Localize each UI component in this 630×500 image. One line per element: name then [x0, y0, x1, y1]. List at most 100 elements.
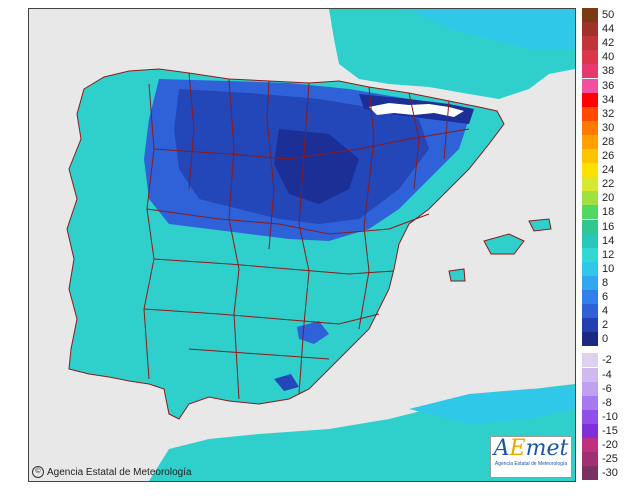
legend-swatch [582, 78, 598, 93]
coldest-area [274, 129, 359, 204]
legend-label: 14 [602, 234, 615, 247]
menorca-island [529, 219, 551, 231]
legend-swatch [582, 22, 598, 37]
aemet-logo: AEmet Agencia Estatal de Meteorología [490, 436, 572, 478]
legend-swatch [582, 64, 598, 79]
legend-label: 32 [602, 107, 615, 120]
sierra-nevada-cold [297, 321, 329, 344]
legend-swatch [582, 353, 598, 368]
legend-item-negative-5: -15 [582, 423, 628, 438]
legend-swatch [582, 318, 598, 333]
legend-item-positive-7: 32 [582, 106, 628, 121]
legend-label: 2 [602, 319, 609, 332]
legend-label: -2 [602, 354, 612, 367]
legend-swatch [582, 290, 598, 304]
legend-label: 28 [602, 135, 615, 148]
temperature-map[interactable] [28, 8, 576, 482]
legend-swatch [582, 219, 598, 234]
legend-item-positive-1: 44 [582, 22, 628, 37]
aemet-logo-subtitle: Agencia Estatal de Meteorología [494, 461, 568, 467]
legend-item-positive-13: 20 [582, 191, 628, 206]
legend-item-positive-9: 28 [582, 134, 628, 149]
legend-item-positive-4: 38 [582, 64, 628, 79]
legend-item-positive-8: 30 [582, 120, 628, 135]
legend-item-positive-10: 26 [582, 149, 628, 163]
legend-label: 0 [602, 333, 609, 346]
copyright-text: Agencia Estatal de Meteorología [47, 466, 192, 478]
legend-label: 26 [602, 150, 615, 162]
legend-item-negative-7: -25 [582, 452, 628, 467]
legend-swatch [582, 92, 598, 107]
legend-label: -8 [602, 396, 612, 409]
iberia-map-svg [29, 9, 575, 481]
legend-label: 30 [602, 121, 615, 134]
legend-item-positive-21: 4 [582, 304, 628, 319]
legend-label: -6 [602, 382, 612, 395]
legend-item-positive-22: 2 [582, 318, 628, 333]
legend-label: 40 [602, 51, 615, 64]
legend-item-positive-3: 40 [582, 50, 628, 65]
legend-label: 36 [602, 79, 615, 92]
legend-item-positive-18: 10 [582, 261, 628, 276]
legend-swatch [582, 106, 598, 121]
legend-swatch [582, 466, 598, 481]
legend-item-positive-0: 50 [582, 8, 628, 22]
legend-swatch [582, 395, 598, 410]
legend-item-negative-6: -20 [582, 438, 628, 452]
legend-item-positive-11: 24 [582, 163, 628, 178]
legend-item-positive-23: 0 [582, 332, 628, 347]
legend-swatch [582, 247, 598, 262]
legend-item-negative-4: -10 [582, 409, 628, 424]
legend-item-negative-3: -8 [582, 395, 628, 410]
ibiza-island [449, 269, 465, 281]
legend-item-negative-0: -2 [582, 353, 628, 368]
legend-label: 8 [602, 276, 609, 289]
legend-label: 12 [602, 248, 615, 261]
legend-swatch [582, 409, 598, 424]
legend-swatch [582, 163, 598, 178]
legend-swatch [582, 191, 598, 206]
legend-swatch [582, 438, 598, 452]
south-cold-spot [274, 374, 299, 391]
africa-cool-area [409, 387, 575, 424]
legend-swatch [582, 452, 598, 467]
france-cool-area [409, 9, 575, 49]
legend-label: -10 [602, 410, 618, 423]
legend-label: 6 [602, 291, 609, 303]
legend-item-negative-8: -30 [582, 466, 628, 481]
legend-swatch [582, 423, 598, 438]
legend-swatch [582, 50, 598, 65]
legend-swatch [582, 36, 598, 51]
legend-label: 4 [602, 305, 609, 318]
legend-swatch [582, 8, 598, 22]
legend-item-positive-20: 6 [582, 290, 628, 304]
legend-label: 18 [602, 206, 615, 219]
legend-item-positive-19: 8 [582, 275, 628, 290]
island-borders [448, 218, 552, 282]
legend-swatch [582, 304, 598, 319]
region-borders [66, 68, 505, 420]
legend-item-positive-12: 22 [582, 177, 628, 192]
legend-label: 44 [602, 23, 615, 36]
copyright-notice: © Agencia Estatal de Meteorología [32, 466, 192, 478]
legend-item-positive-14: 18 [582, 205, 628, 220]
aemet-logo-mark: AEmet [493, 436, 569, 461]
legend-swatch [582, 367, 598, 382]
legend-label: 16 [602, 220, 615, 233]
temperature-legend: 50 44 42 40 38 36 34 32 30 28 26 24 22 20 18 16 14 12 10 8 6… [582, 8, 628, 484]
legend-swatch [582, 261, 598, 276]
legend-label: -15 [602, 424, 618, 437]
copyright-icon: © [32, 466, 44, 478]
legend-label: -25 [602, 453, 618, 466]
legend-label: -30 [602, 467, 618, 480]
legend-swatch [582, 381, 598, 396]
legend-label: 42 [602, 37, 615, 50]
legend-item-positive-16: 14 [582, 233, 628, 248]
legend-item-positive-2: 42 [582, 36, 628, 51]
legend-label: -4 [602, 368, 612, 381]
legend-item-positive-17: 12 [582, 247, 628, 262]
legend-swatch [582, 120, 598, 135]
legend-swatch [582, 275, 598, 290]
legend-label: 50 [602, 9, 615, 21]
legend-label: 22 [602, 178, 615, 191]
